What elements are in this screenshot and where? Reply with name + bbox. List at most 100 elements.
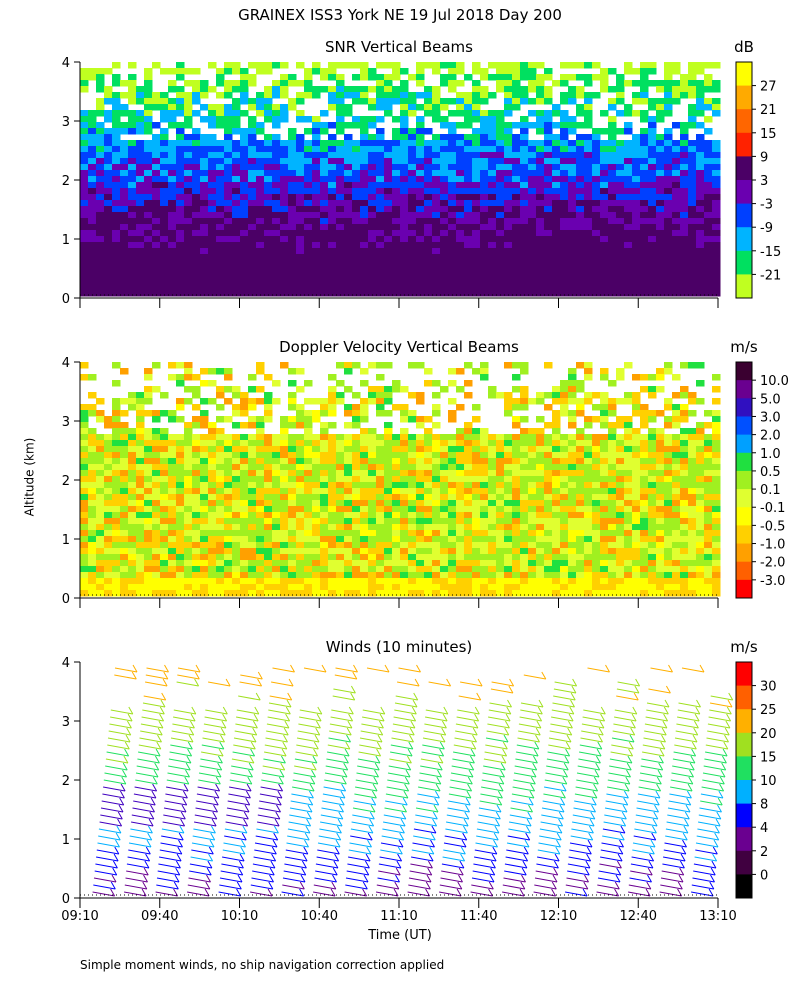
doppler-cell xyxy=(400,434,409,441)
snr-cell xyxy=(640,68,649,75)
snr-cell xyxy=(144,230,153,237)
doppler-cell xyxy=(88,512,97,519)
snr-cell xyxy=(680,146,689,153)
doppler-cell xyxy=(464,476,473,483)
doppler-cell xyxy=(88,530,97,537)
snr-cell xyxy=(336,122,345,129)
snr-cell xyxy=(280,152,289,159)
snr-cell xyxy=(704,224,713,231)
doppler-cell xyxy=(608,398,617,405)
snr-cell xyxy=(80,146,89,153)
snr-cell xyxy=(376,230,385,237)
snr-cell xyxy=(552,212,561,219)
doppler-cell xyxy=(272,398,281,405)
snr-cell xyxy=(392,206,401,213)
doppler-cell xyxy=(352,530,361,537)
snr-cell xyxy=(608,206,617,213)
snr-cell xyxy=(360,224,369,231)
snr-cell xyxy=(600,152,609,159)
snr-cell xyxy=(608,260,617,267)
snr-cell xyxy=(168,290,177,297)
snr-cell xyxy=(168,98,177,105)
doppler-cell xyxy=(400,464,409,471)
snr-cell xyxy=(456,242,465,249)
snr-cell xyxy=(680,266,689,273)
snr-cell xyxy=(328,74,337,81)
snr-cell xyxy=(384,278,393,285)
doppler-cell xyxy=(144,392,153,399)
snr-cell xyxy=(160,176,169,183)
snr-cell xyxy=(160,110,169,117)
snr-cell xyxy=(432,278,441,285)
snr-cell xyxy=(704,194,713,201)
snr-cell xyxy=(696,164,705,171)
doppler-cell xyxy=(424,476,433,483)
snr-cell xyxy=(248,98,257,105)
snr-cell xyxy=(240,146,249,153)
snr-cell xyxy=(536,260,545,267)
doppler-cell xyxy=(344,440,353,447)
snr-cell xyxy=(304,260,313,267)
snr-cell xyxy=(368,284,377,291)
snr-cell xyxy=(424,86,433,93)
doppler-cell xyxy=(616,494,625,501)
snr-cell xyxy=(272,146,281,153)
snr-cell xyxy=(424,242,433,249)
doppler-cell xyxy=(288,452,297,459)
doppler-cell xyxy=(352,524,361,531)
doppler-cell xyxy=(264,548,273,555)
snr-cell xyxy=(544,128,553,135)
snr-cell xyxy=(400,278,409,285)
snr-cell xyxy=(96,254,105,261)
snr-cell xyxy=(80,224,89,231)
snr-cell xyxy=(632,284,641,291)
doppler-cell xyxy=(360,458,369,465)
snr-cell xyxy=(368,158,377,165)
doppler-cell xyxy=(120,524,129,531)
doppler-cell xyxy=(224,542,233,549)
snr-cell xyxy=(416,200,425,207)
snr-cell xyxy=(712,284,721,291)
doppler-cell xyxy=(456,482,465,489)
snr-cell xyxy=(312,254,321,261)
snr-cell xyxy=(272,260,281,267)
doppler-cell xyxy=(568,392,577,399)
doppler-cell xyxy=(512,518,521,525)
snr-cell xyxy=(712,230,721,237)
snr-cell xyxy=(440,182,449,189)
snr-cell xyxy=(336,158,345,165)
snr-cell xyxy=(160,164,169,171)
snr-cell xyxy=(456,290,465,297)
snr-cell xyxy=(672,182,681,189)
doppler-cell xyxy=(304,482,313,489)
snr-cell xyxy=(512,104,521,111)
doppler-cell xyxy=(536,482,545,489)
snr-cell xyxy=(312,194,321,201)
snr-cell xyxy=(144,182,153,189)
doppler-cell xyxy=(264,578,273,585)
doppler-cell xyxy=(480,464,489,471)
doppler-cell xyxy=(520,584,529,591)
snr-cell xyxy=(360,176,369,183)
doppler-cell xyxy=(272,488,281,495)
doppler-cell xyxy=(472,404,481,411)
snr-cell xyxy=(160,104,169,111)
doppler-cell xyxy=(448,464,457,471)
snr-cell xyxy=(680,140,689,147)
doppler-cell xyxy=(152,584,161,591)
snr-cell xyxy=(104,170,113,177)
doppler-cell xyxy=(584,536,593,543)
snr-cell xyxy=(712,254,721,261)
snr-cell xyxy=(104,290,113,297)
doppler-cell xyxy=(248,404,257,411)
doppler-cell xyxy=(200,548,209,555)
snr-cell xyxy=(416,272,425,279)
snr-cell xyxy=(96,290,105,297)
snr-cell xyxy=(120,230,129,237)
snr-cell xyxy=(448,74,457,81)
snr-cell xyxy=(456,230,465,237)
snr-cell xyxy=(280,272,289,279)
snr-cell xyxy=(592,152,601,159)
doppler-cell xyxy=(576,476,585,483)
doppler-cell xyxy=(400,386,409,393)
